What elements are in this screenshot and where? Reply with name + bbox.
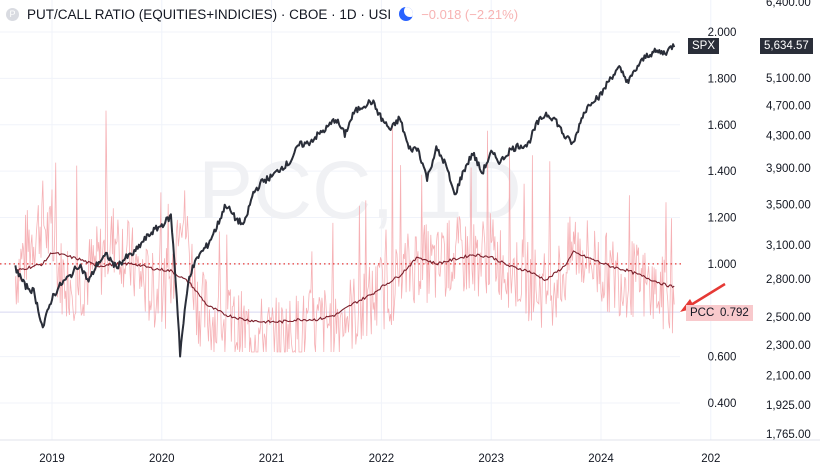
spx-series <box>14 43 676 358</box>
right-axis-tick: 2,800.00 <box>766 274 811 286</box>
right-axis-tick: 2,100.00 <box>766 371 811 383</box>
x-axis-tick: 2023 <box>478 453 504 465</box>
left-axis-tick: 1.400 <box>708 166 737 178</box>
right-axis-tick: 6,400.00 <box>766 0 811 9</box>
pcc-moving-average <box>15 250 675 324</box>
x-axis-tick: 2022 <box>369 453 395 465</box>
left-axis-tick: 1.000 <box>708 259 737 271</box>
pcc-line <box>15 110 675 354</box>
right-axis-tick: 3,900.00 <box>766 163 811 175</box>
x-axis-tick: 202 <box>701 453 720 465</box>
chart-title[interactable]: PUT/CALL RATIO (EQUITIES+INDICIES) · CBO… <box>27 6 392 22</box>
left-axis-tick: 0.600 <box>708 352 737 364</box>
right-axis-tick: 2,300.00 <box>766 340 811 352</box>
spx-line <box>14 43 676 358</box>
right-axis-tick: 1,765.00 <box>766 429 811 441</box>
right-axis-tick: 4,700.00 <box>766 101 811 113</box>
x-axis-tick: 2019 <box>39 453 65 465</box>
watermark: PCC, 1D <box>198 145 522 236</box>
right-axis-tick: 1,925.00 <box>766 400 811 412</box>
spx-value-badge: 5,634.57 <box>760 38 813 54</box>
x-axis-tick: 2024 <box>588 453 614 465</box>
left-axis-tick: 2.000 <box>708 27 737 39</box>
x-axis: 2019 2020 2021 2022 2023 2024 202 <box>39 453 720 465</box>
left-axis-tick: 1.600 <box>708 120 737 132</box>
symbol-logo[interactable]: P <box>6 7 19 21</box>
pcc-series <box>15 110 675 354</box>
left-axis-tick: 1.200 <box>708 213 737 225</box>
price-change: −0.018 (−2.21%) <box>421 6 519 22</box>
pcc-moving-average-line <box>15 250 675 324</box>
x-axis-tick: 2021 <box>259 453 285 465</box>
spx-label-badge[interactable]: SPX <box>688 38 720 54</box>
moon-icon[interactable] <box>399 7 414 21</box>
header: P PUT/CALL RATIO (EQUITIES+INDICIES) · C… <box>6 4 518 24</box>
right-axis-tick: 5,100.00 <box>766 73 811 85</box>
x-axis-tick: 2020 <box>149 453 175 465</box>
right-axis: 6,400.00 5,100.00 4,700.00 4,300.00 3,900.00… <box>766 0 811 441</box>
pcc-value-badge: 0.792 <box>716 305 753 321</box>
right-axis-tick: 4,300.00 <box>766 130 811 142</box>
right-axis-tick: 3,100.00 <box>766 240 811 252</box>
left-axis-tick: 0.400 <box>708 398 737 410</box>
right-axis-tick: 2,500.00 <box>766 312 811 324</box>
right-axis-tick: 3,500.00 <box>766 199 811 211</box>
left-axis: 2.000 1.800 1.600 1.400 1.200 1.000 0.600 0.400 <box>708 27 737 410</box>
pcc-label-badge[interactable]: PCC <box>686 305 719 321</box>
left-axis-tick: 1.800 <box>708 73 737 85</box>
